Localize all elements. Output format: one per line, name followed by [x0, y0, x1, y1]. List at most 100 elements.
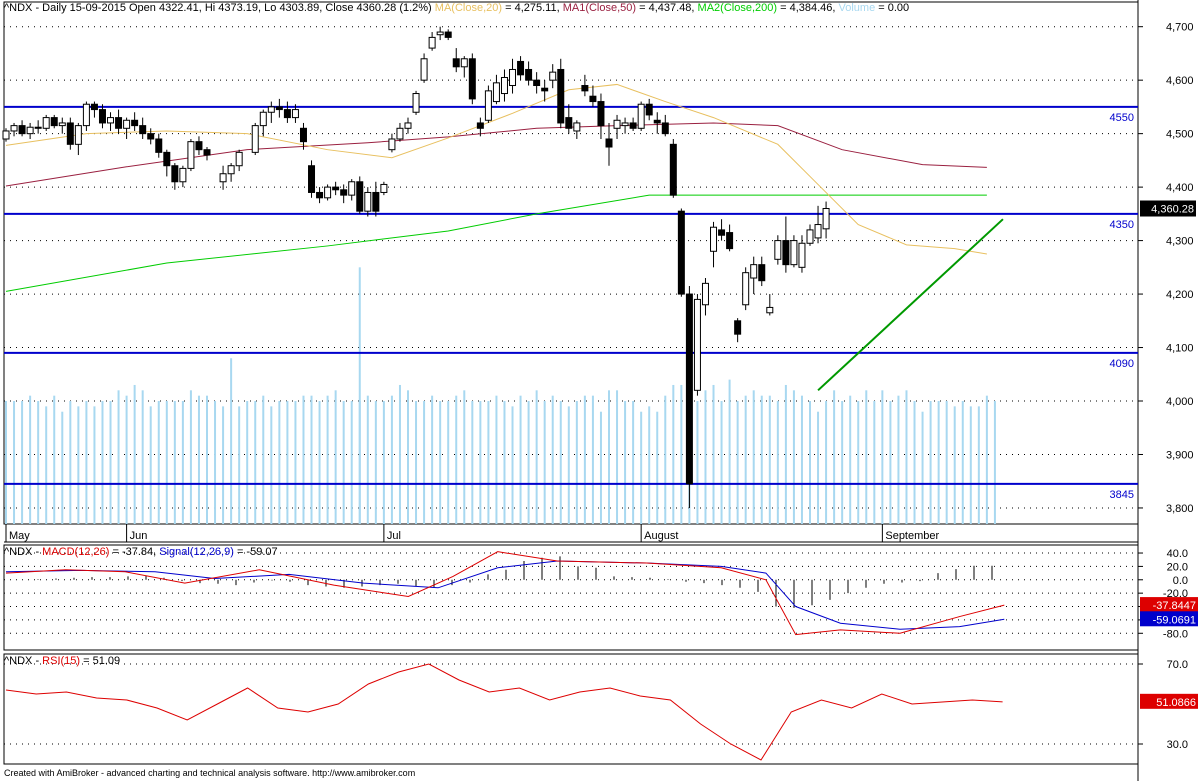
month-label: Jul: [387, 530, 401, 542]
volume-bar: [278, 401, 281, 524]
candle-body: [147, 133, 155, 140]
candle-body: [685, 293, 693, 485]
volume-bar: [294, 401, 297, 524]
main-y-tick-label: 3,800: [1166, 503, 1194, 515]
volume-bar: [559, 401, 562, 524]
volume-bar: [792, 390, 795, 524]
candle-body: [492, 82, 500, 103]
volume-bar: [141, 390, 144, 524]
ma50-value: = 4,437.48,: [639, 2, 695, 14]
main-y-tick-label: 4,000: [1166, 396, 1194, 408]
volume-bar: [736, 401, 739, 524]
signal-label: Signal(12,26,9): [159, 546, 234, 558]
volume-bar: [326, 395, 329, 524]
volume-bar: [776, 401, 779, 524]
volume-bar: [318, 401, 321, 524]
volume-bar: [929, 401, 932, 524]
volume-bar: [712, 384, 715, 524]
volume-value: = 0.00: [878, 2, 910, 14]
candle-body: [34, 126, 42, 129]
candle-body: [444, 31, 452, 38]
candle-body: [517, 60, 525, 76]
volume-bar: [37, 401, 40, 524]
ma200-line: [5, 194, 987, 292]
candle-body: [718, 229, 726, 236]
symbol-line: ^NDX - Daily 15-09-2015 Open 4322.41, Hi…: [4, 2, 432, 14]
candle-body: [58, 122, 66, 127]
volume-bar: [479, 401, 482, 524]
volume-bar: [431, 395, 434, 524]
candle-body: [653, 119, 661, 124]
volume-bar: [752, 390, 755, 524]
volume-bar: [599, 411, 602, 524]
candle-body: [131, 119, 139, 127]
volume-bar: [624, 401, 627, 524]
candle-body: [629, 122, 637, 129]
candle-body: [589, 95, 597, 103]
volume-bar: [825, 401, 828, 524]
signal-last-tag: [1140, 611, 1198, 627]
candle-body: [340, 189, 348, 196]
macd-label: MACD(12,26): [42, 546, 110, 558]
ma200-label: MA2(Close,200): [697, 2, 778, 14]
candle-body: [412, 93, 420, 113]
candle-body: [404, 122, 412, 129]
candle-body: [782, 240, 790, 266]
volume-bar: [953, 406, 956, 524]
candle-body: [171, 165, 179, 183]
candle-body: [573, 122, 581, 132]
volume-bar: [551, 395, 554, 524]
volume-bar: [985, 395, 988, 524]
volume-bar: [109, 401, 112, 524]
volume-bar: [841, 401, 844, 524]
candle-body: [299, 127, 307, 143]
candle-body: [316, 191, 324, 199]
volume-bar: [527, 401, 530, 524]
candle-body: [484, 90, 492, 121]
macd-header: ^NDX - MACD(12,26) = -37.84, Signal(12,2…: [4, 546, 278, 559]
volume-bar: [993, 401, 996, 524]
volume-bar: [382, 401, 385, 524]
candle-body: [693, 298, 701, 391]
volume-bar: [286, 401, 289, 524]
volume-bar: [905, 390, 908, 524]
volume-bar: [913, 401, 916, 524]
ma50-line: [5, 122, 987, 187]
candle-body: [115, 117, 123, 129]
volume-bar: [680, 384, 683, 524]
volume-bar: [246, 401, 249, 524]
level-label: 3845: [1110, 489, 1134, 501]
level-label: 4090: [1110, 358, 1134, 370]
candle-body: [179, 167, 187, 183]
volume-bar: [206, 395, 208, 524]
macd-y-tick-label: -80.0: [1163, 628, 1188, 640]
candle-body: [452, 58, 460, 68]
candle-body: [822, 208, 830, 230]
candle-body: [549, 71, 557, 81]
volume-bar: [173, 401, 176, 524]
candle-body: [219, 173, 227, 183]
volume-bar: [423, 401, 426, 524]
candle-body: [235, 151, 243, 167]
candle-body: [2, 130, 10, 140]
rsi-line: [5, 663, 1003, 761]
volume-bar: [809, 401, 811, 524]
volume-bar: [197, 395, 200, 524]
volume-bar: [5, 401, 7, 524]
rsi-header: ^NDX - RSI(15) = 51.09: [4, 655, 120, 668]
volume-bar: [366, 395, 369, 524]
candle-body: [66, 122, 74, 145]
volume-bar: [117, 390, 120, 524]
ma20-line: [5, 83, 987, 255]
candle-body: [356, 181, 364, 212]
candle-body: [428, 36, 436, 49]
candle-body: [372, 191, 380, 212]
macd-y-tick-label: 20.0: [1167, 561, 1188, 573]
volume-bar: [310, 395, 313, 524]
candle-body: [701, 282, 709, 306]
volume-label: Volume: [838, 2, 876, 14]
volume-bar: [439, 401, 442, 524]
ma20-label: MA(Close,20): [434, 2, 503, 14]
volume-bar: [238, 406, 241, 524]
candle-body: [476, 122, 484, 129]
